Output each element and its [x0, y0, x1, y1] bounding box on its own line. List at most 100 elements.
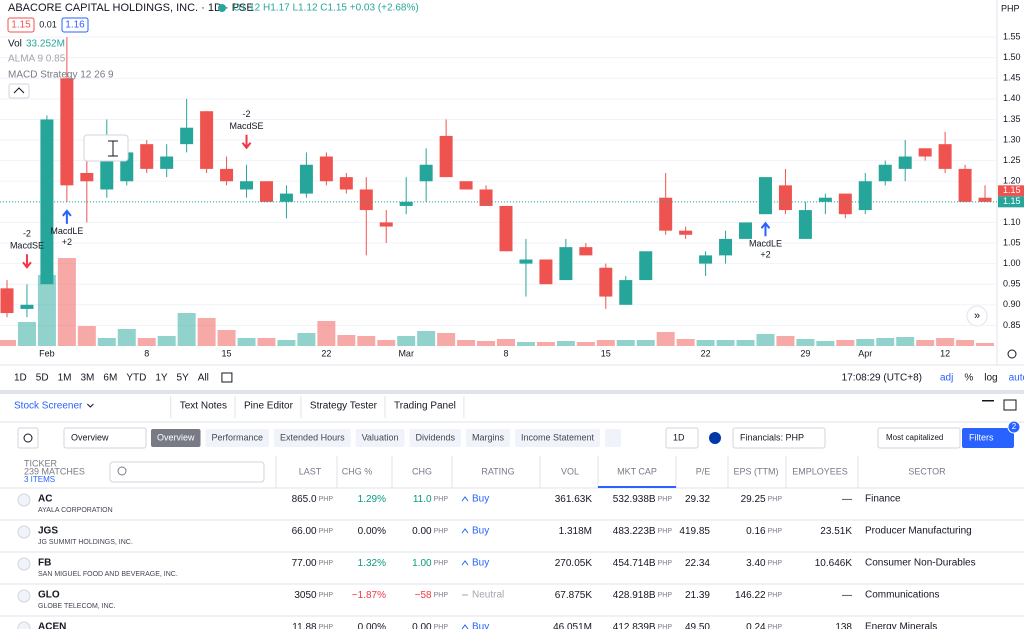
vol-cell: 1.318M: [559, 526, 592, 537]
range-button[interactable]: 1Y: [155, 373, 168, 384]
y-tick-label: 0.90: [1003, 299, 1021, 309]
range-button[interactable]: YTD: [126, 373, 146, 384]
column-set[interactable]: Extended Hours: [280, 432, 345, 442]
volume-bar: [97, 338, 116, 346]
tab[interactable]: Text Notes: [180, 401, 227, 412]
range-button[interactable]: All: [198, 373, 209, 384]
view-select[interactable]: [63, 427, 147, 449]
search-box[interactable]: [109, 461, 265, 483]
range-button[interactable]: 1D: [14, 373, 27, 384]
last: 865.0: [292, 494, 317, 505]
axis-currency[interactable]: PHP: [1001, 3, 1020, 13]
financials-select[interactable]: [732, 427, 826, 449]
symbol-title[interactable]: ABACORE CAPITAL HOLDINGS, INC. · 1D · PS…: [8, 2, 254, 14]
scale-option[interactable]: log: [984, 373, 997, 384]
scale-option[interactable]: auto: [1009, 373, 1024, 384]
ticker[interactable]: AC: [38, 494, 52, 505]
tab-dropdown[interactable]: [87, 403, 94, 408]
collapse-icon: [13, 87, 25, 94]
ticker[interactable]: JGS: [38, 526, 58, 537]
candle-body: [838, 193, 852, 215]
scale-option[interactable]: adj: [940, 373, 953, 384]
column-header[interactable]: EPS (TTM): [734, 466, 779, 476]
logo: [17, 493, 31, 507]
column-header[interactable]: RATING: [481, 466, 514, 476]
more-sets[interactable]: [605, 429, 622, 447]
column-header[interactable]: EMPLOYEES: [792, 466, 848, 476]
ticker[interactable]: GLO: [38, 590, 60, 601]
chg_pct-cell: 1.32%: [358, 558, 386, 569]
volume-bar: [217, 330, 236, 346]
filters-button[interactable]: [962, 428, 1014, 448]
tab[interactable]: Stock Screener: [14, 401, 83, 412]
x-tick-label: 8: [503, 348, 508, 358]
sort-select[interactable]: [877, 427, 961, 449]
column-header[interactable]: P/E: [696, 466, 711, 476]
scale-option[interactable]: %: [964, 373, 973, 384]
scroll-button[interactable]: [966, 305, 988, 327]
column-header[interactable]: LAST: [299, 466, 322, 476]
volume-bar: [616, 340, 635, 346]
tab[interactable]: Trading Panel: [394, 401, 456, 412]
employees: 23.51K: [820, 526, 852, 537]
volume-bar: [916, 340, 935, 346]
bid-box[interactable]: [7, 17, 35, 33]
settings-icon[interactable]: [1007, 349, 1017, 359]
last-cell: 11.88 PHP: [292, 622, 333, 629]
range-button[interactable]: 3M: [81, 373, 95, 384]
price-label: 1.15: [1003, 196, 1021, 206]
column-header[interactable]: MKT CAP: [617, 466, 657, 476]
column-header[interactable]: CHG: [412, 466, 432, 476]
pe: 29.32: [685, 494, 710, 505]
vol: 67.875K: [555, 590, 593, 601]
candle-body: [818, 197, 832, 202]
column-set-bg: [355, 429, 405, 447]
last-cell: 3050 PHP: [294, 590, 333, 601]
mkt_cap: 483.223B: [613, 526, 656, 537]
column-header[interactable]: VOL: [561, 466, 579, 476]
candle-body: [379, 222, 393, 227]
column-header[interactable]: SECTOR: [908, 466, 946, 476]
column-set[interactable]: Margins: [472, 432, 505, 442]
maximize[interactable]: [1003, 399, 1017, 411]
range-button[interactable]: 1M: [58, 373, 72, 384]
currency: PHP: [658, 528, 673, 535]
minimize[interactable]: [982, 400, 994, 402]
column-set-bg: [466, 429, 511, 447]
column-header[interactable]: CHG %: [342, 466, 373, 476]
ticker[interactable]: ACEN: [38, 622, 66, 629]
volume-bar: [936, 338, 955, 346]
volume-bar: [556, 341, 575, 346]
sector: Communications: [865, 590, 939, 601]
tab[interactable]: Strategy Tester: [310, 401, 378, 412]
filter-count: 2: [1012, 422, 1017, 431]
column-set[interactable]: Dividends: [415, 432, 455, 442]
chg-cell: −58 PHP: [415, 590, 449, 601]
drawing-widget[interactable]: [83, 134, 129, 162]
range-button[interactable]: 5D: [36, 373, 49, 384]
vol-label: Vol: [8, 39, 22, 50]
collapse-legend[interactable]: [8, 83, 30, 99]
compare-icon[interactable]: [221, 372, 233, 383]
column-set[interactable]: Income Statement: [521, 432, 595, 442]
chg_pct: 1.29%: [358, 494, 386, 505]
pe: 419.85: [679, 526, 710, 537]
employees-cell: —: [842, 494, 852, 505]
refresh-button[interactable]: [17, 427, 39, 449]
candle-body: [938, 144, 952, 169]
ask-box[interactable]: [61, 17, 89, 33]
tab[interactable]: Pine Editor: [244, 401, 294, 412]
currency: PHP: [319, 560, 334, 567]
x-tick-label: 8: [144, 348, 149, 358]
scroll-icon: »: [974, 310, 980, 322]
column-set[interactable]: Performance: [212, 432, 264, 442]
volume-bar: [77, 326, 96, 346]
y-tick-label: 0.85: [1003, 320, 1021, 330]
column-set[interactable]: Valuation: [362, 432, 399, 442]
interval-select[interactable]: [665, 427, 699, 449]
range-button[interactable]: 6M: [103, 373, 117, 384]
range-button[interactable]: 5Y: [177, 373, 190, 384]
ticker[interactable]: FB: [38, 558, 51, 569]
filter-badge: [1007, 420, 1021, 434]
column-set[interactable]: Overview: [157, 432, 195, 442]
